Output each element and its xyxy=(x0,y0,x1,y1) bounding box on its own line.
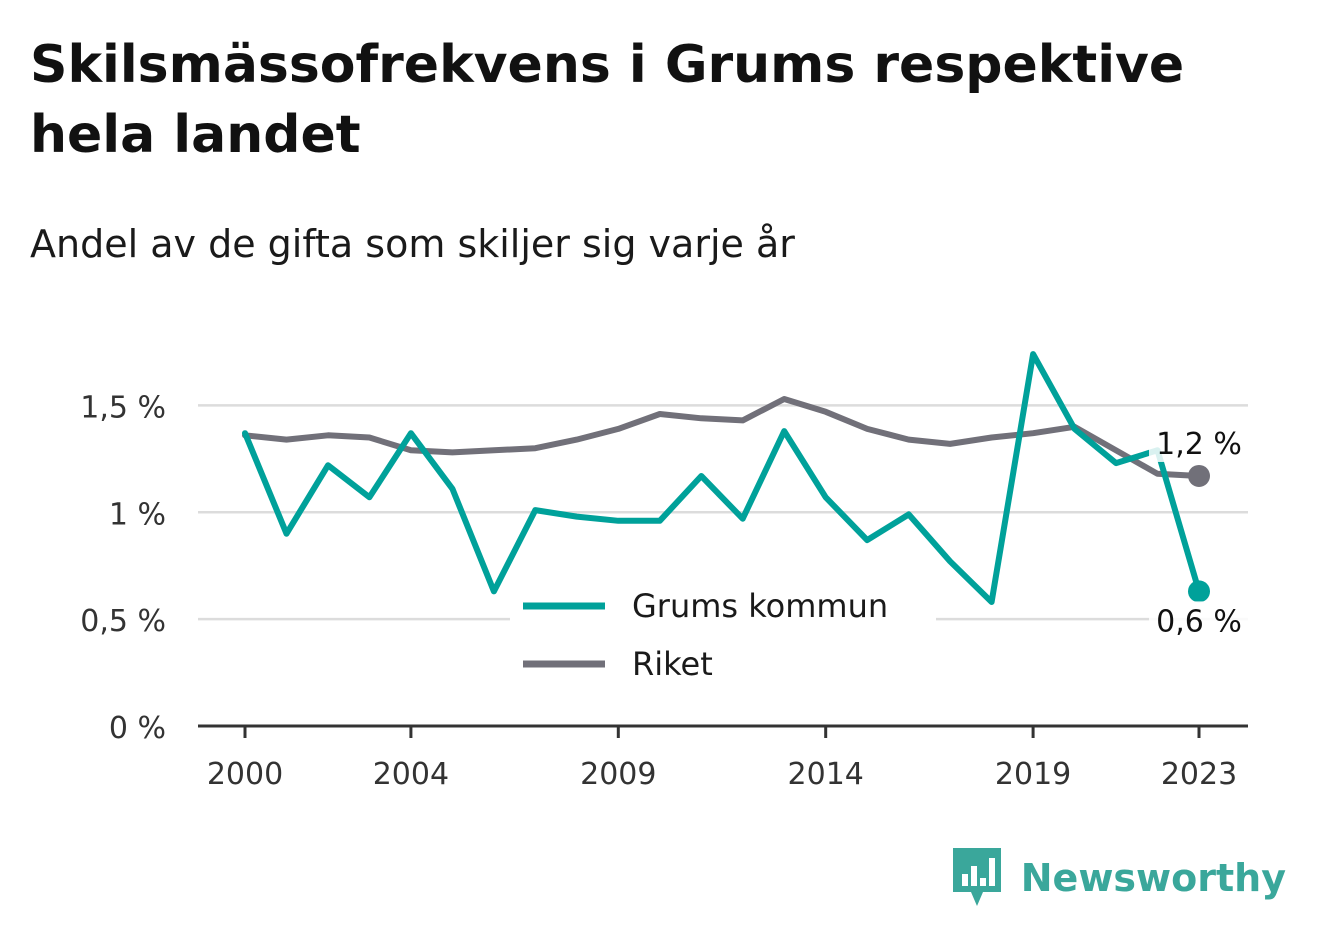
chart-subtitle: Andel av de gifta som skiljer sig varje … xyxy=(30,222,795,266)
x-tick-label: 2014 xyxy=(788,757,864,792)
x-tick-label: 2004 xyxy=(373,757,449,792)
legend-label: Riket xyxy=(632,645,713,683)
brand-name: Newsworthy xyxy=(1020,856,1286,900)
x-tick-label: 2023 xyxy=(1161,757,1237,792)
legend-label: Grums kommun xyxy=(632,587,888,625)
legend-box xyxy=(510,580,936,690)
y-tick-label: 0,5 % xyxy=(80,604,166,639)
end-point-marker xyxy=(1188,464,1210,487)
x-tick-label: 2000 xyxy=(207,757,283,792)
y-tick-label: 1 % xyxy=(109,497,166,532)
brand-logo: Newsworthy xyxy=(952,848,1286,908)
x-tick-label: 2009 xyxy=(580,757,656,792)
newsworthy-bar-chart-icon xyxy=(952,848,1001,906)
end-label-bg xyxy=(1149,601,1249,640)
y-tick-label: 1,5 % xyxy=(80,390,166,425)
end-point-marker xyxy=(1188,580,1210,603)
y-tick-label: 0 % xyxy=(109,711,166,746)
end-label-bg xyxy=(1149,423,1249,462)
series-line-grums-kommun xyxy=(242,351,1202,605)
x-tick-label: 2019 xyxy=(995,757,1071,792)
end-value-label: 1,2 % xyxy=(1156,427,1242,462)
end-value-label: 0,6 % xyxy=(1156,604,1242,639)
chart-title: Skilsmässofrekvens i Grums respektive he… xyxy=(30,35,1185,165)
